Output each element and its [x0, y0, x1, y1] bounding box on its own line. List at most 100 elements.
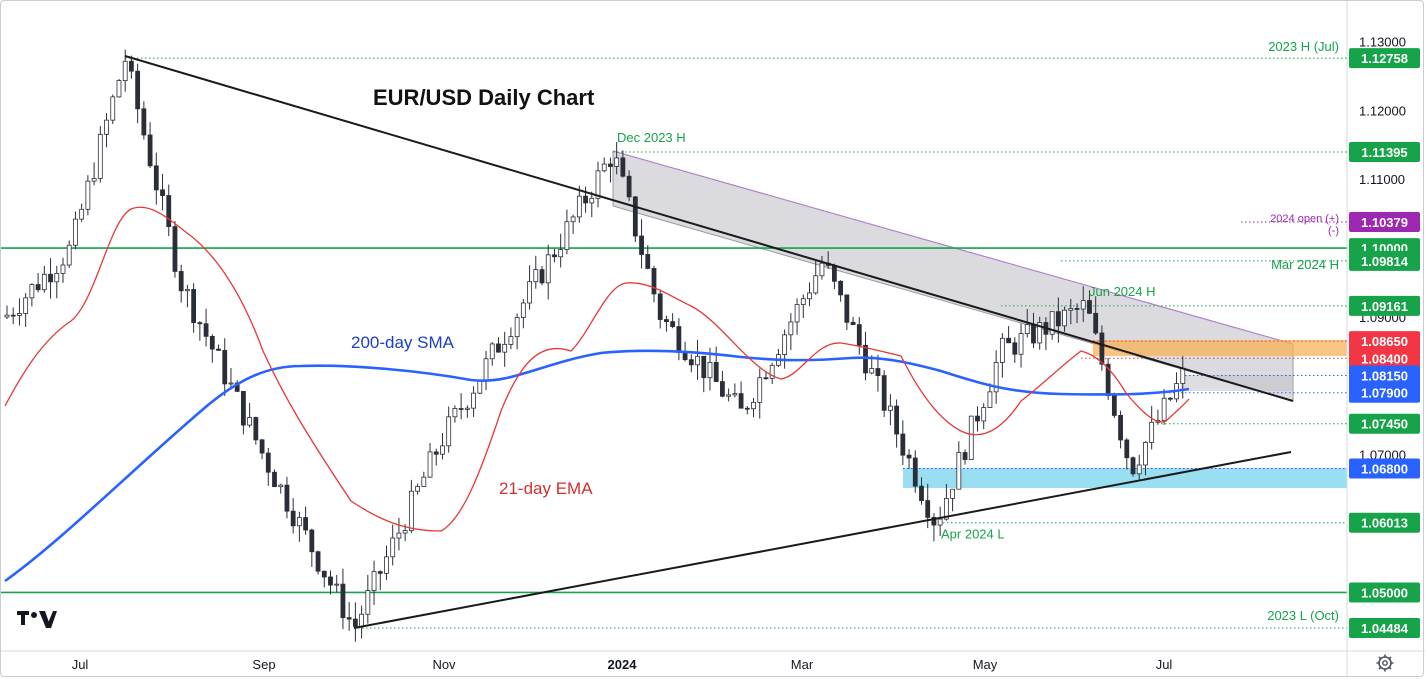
candle-body	[1143, 442, 1148, 466]
candle-body	[676, 326, 682, 353]
candle-body	[794, 304, 800, 323]
price-tag-box	[1349, 331, 1420, 352]
candle-body	[1161, 397, 1167, 421]
candle-body	[912, 457, 918, 487]
level-label: Apr 2024 L	[941, 527, 1005, 542]
price-tag-text: 1.07450	[1361, 417, 1408, 432]
price-tag-text: 1.07900	[1361, 386, 1408, 401]
candle-body	[931, 516, 937, 526]
candle-body	[564, 221, 570, 250]
price-tag: 1.12758	[1349, 48, 1420, 69]
candle-body	[303, 517, 309, 531]
candle-body	[570, 216, 576, 223]
candle-body	[987, 391, 993, 408]
candle-body	[85, 180, 91, 210]
x-tick-label: Mar	[791, 657, 814, 672]
candle-body	[153, 165, 159, 191]
resistance-zone-orange	[1093, 340, 1347, 356]
price-tag-box	[1349, 458, 1420, 479]
candle-body	[1006, 337, 1011, 344]
price-tag: 1.08400	[1349, 348, 1420, 369]
candle-body	[757, 377, 763, 403]
price-tag-box	[1349, 382, 1420, 403]
candle-body	[682, 351, 688, 361]
price-tag: 1.09161	[1349, 295, 1420, 316]
candle-body	[309, 529, 315, 553]
y-tick-label: 1.12000	[1359, 103, 1406, 118]
sma-label: 200-day SMA	[351, 333, 455, 352]
candle-body	[1068, 308, 1074, 311]
candle-body	[527, 281, 532, 304]
candle-body	[863, 344, 868, 374]
candle-body	[999, 337, 1005, 363]
price-tag-text: 1.06013	[1361, 516, 1408, 531]
candle-body	[17, 313, 22, 316]
candle-body	[66, 244, 72, 266]
gear-icon[interactable]	[1376, 654, 1394, 672]
price-tag: 1.04484	[1349, 618, 1420, 638]
candle-body	[129, 60, 134, 72]
chart-title: EUR/USD Daily Chart	[373, 85, 595, 110]
candle-body	[147, 134, 153, 167]
candle-body	[881, 375, 887, 411]
candle-body	[1136, 464, 1142, 475]
candle-body	[651, 268, 657, 295]
candle-body	[240, 390, 246, 426]
candle-body	[1130, 457, 1136, 475]
candle-body	[943, 497, 949, 520]
candle-body	[135, 70, 141, 110]
candle-body	[813, 275, 819, 294]
candle-body	[1074, 308, 1080, 310]
candle-body	[402, 530, 408, 534]
x-tick-label: May	[973, 657, 998, 672]
candle-body	[489, 343, 495, 360]
candle-body	[178, 271, 184, 292]
price-tag-box	[1349, 348, 1420, 369]
candle-body	[172, 226, 178, 272]
candle-body	[440, 445, 445, 455]
candle-body	[875, 368, 881, 377]
candle-body	[10, 314, 16, 317]
ascending-trendline	[353, 451, 1292, 629]
descending-trendline	[124, 55, 1294, 402]
candle-body	[259, 439, 265, 454]
candle-body	[975, 415, 980, 422]
candle-body	[981, 407, 987, 422]
candle-body	[421, 476, 427, 487]
candle-body	[1180, 367, 1186, 384]
candle-body	[545, 254, 551, 284]
candle-body	[695, 355, 700, 366]
candle-body	[800, 298, 806, 305]
candle-body	[427, 451, 433, 478]
candle-body	[1049, 311, 1055, 335]
x-tick-label: Nov	[432, 657, 456, 672]
candle-body	[284, 484, 290, 512]
candle-body	[514, 317, 520, 338]
candle-body	[950, 488, 955, 499]
candle-body	[315, 551, 321, 572]
candle-body	[191, 289, 197, 324]
candle-body	[850, 321, 856, 326]
price-tag-box	[1349, 618, 1420, 638]
price-tag-text: 1.08400	[1361, 351, 1408, 366]
candle-body	[1018, 333, 1024, 355]
price-tag: 1.06013	[1349, 512, 1420, 533]
candle-body	[41, 273, 47, 291]
candle-body	[296, 517, 302, 527]
candle-body	[900, 433, 906, 456]
candle-body	[390, 537, 396, 558]
candle-body	[384, 556, 389, 574]
candle-body	[539, 269, 545, 284]
candle-body	[328, 576, 333, 586]
candle-body	[1012, 342, 1018, 355]
candle-body	[483, 358, 489, 381]
price-tag-box	[1349, 582, 1420, 603]
candle-body	[272, 471, 277, 488]
candle-body	[639, 235, 644, 255]
candle-body	[91, 177, 97, 182]
candle-body	[726, 394, 732, 397]
candle-body	[869, 368, 875, 374]
price-tag-box	[1349, 211, 1420, 232]
candle-body	[197, 322, 203, 325]
